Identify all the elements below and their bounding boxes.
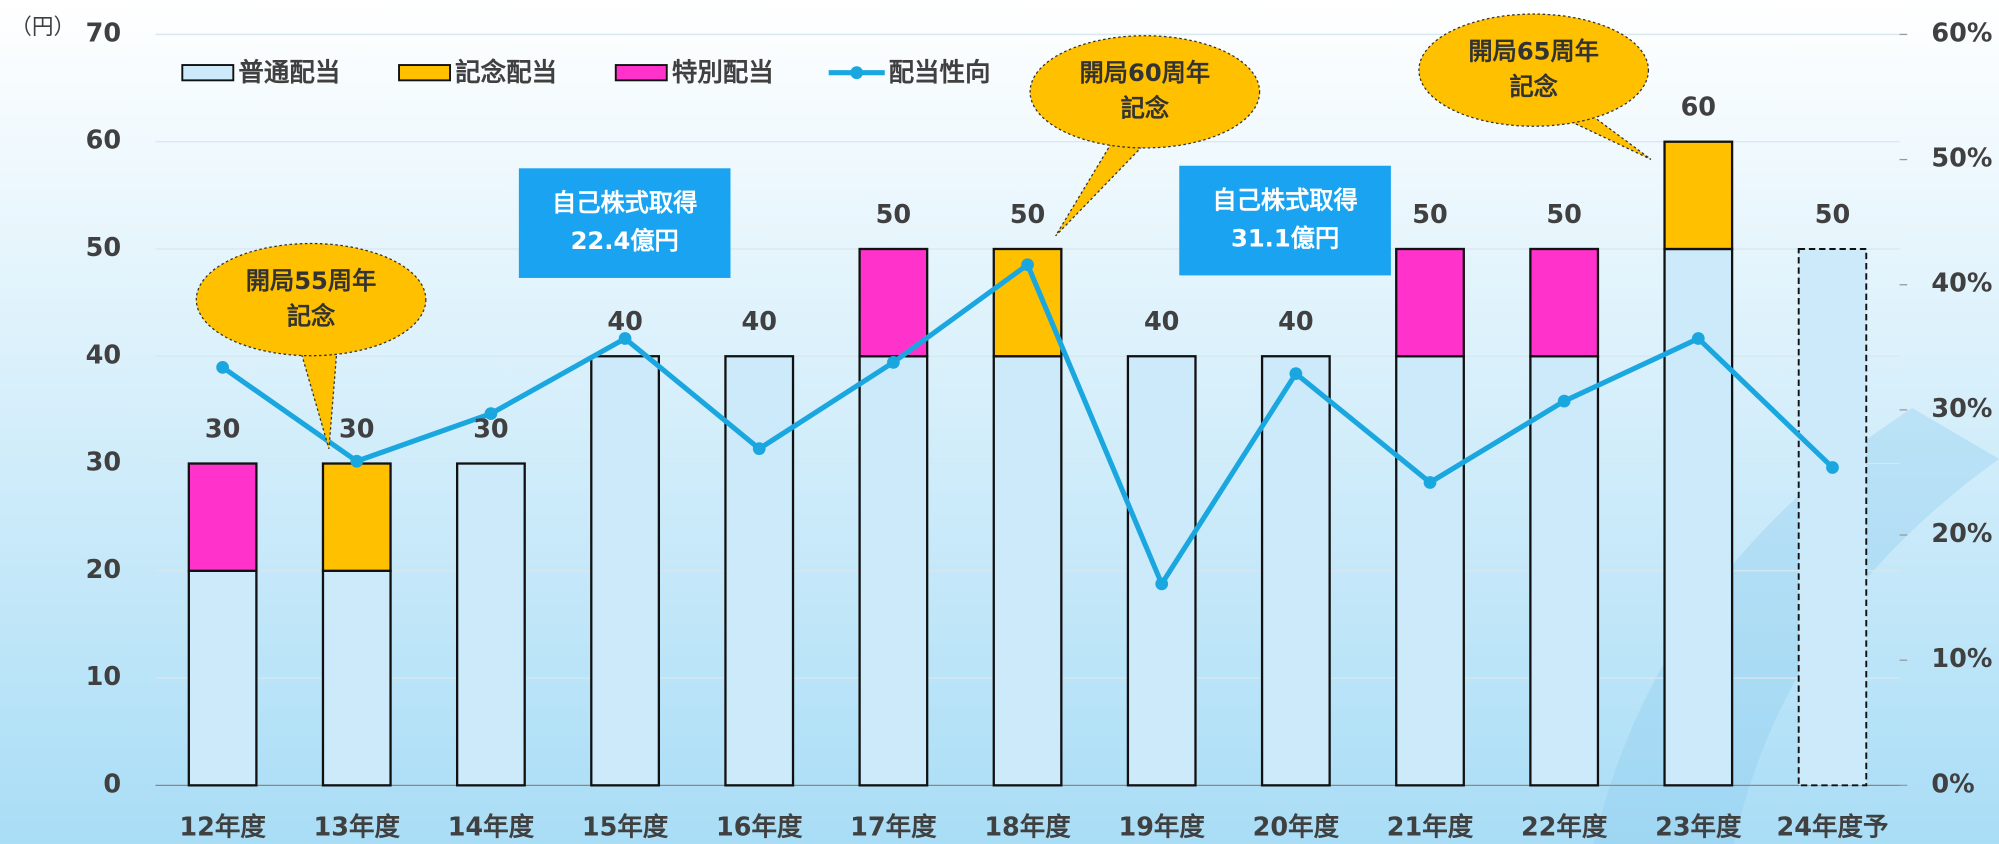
total-label: 30 <box>205 414 240 444</box>
y2-tick-label: 20% <box>1931 519 1992 549</box>
y2-tick-label: 30% <box>1931 394 1992 424</box>
box-bg <box>519 168 731 278</box>
total-label: 60 <box>1681 93 1716 123</box>
bar <box>189 464 257 571</box>
legend-swatch <box>399 65 450 80</box>
bar <box>591 356 659 785</box>
legend-label: 記念配当 <box>455 58 557 88</box>
bar <box>457 464 525 786</box>
y-tick-label: 60 <box>86 126 121 156</box>
callout-bubble <box>1030 36 1259 148</box>
y-tick-label: 0 <box>103 769 121 799</box>
x-tick-label: 23年度 <box>1655 813 1742 843</box>
y-tick-label: 40 <box>86 340 121 370</box>
x-tick-label: 24年度予 <box>1777 813 1889 843</box>
y-tick-label: 50 <box>86 233 121 263</box>
bar <box>994 356 1062 785</box>
line-point <box>887 356 900 369</box>
unit-label: （円） <box>10 15 75 40</box>
callout-bubble <box>1419 14 1648 126</box>
line-point <box>1021 258 1034 271</box>
callout-text: 記念 <box>287 302 336 330</box>
total-label: 30 <box>473 414 508 444</box>
total-label: 50 <box>1815 200 1850 230</box>
y-tick-label: 70 <box>86 18 121 48</box>
bar <box>860 356 928 785</box>
bar <box>1530 249 1598 356</box>
x-tick-label: 14年度 <box>448 813 535 843</box>
line-point <box>1826 461 1839 474</box>
box-text: 31.1億円 <box>1231 225 1339 253</box>
x-tick-label: 22年度 <box>1521 813 1608 843</box>
callout-text: 開局55周年 <box>246 267 377 295</box>
total-label: 50 <box>1546 200 1581 230</box>
total-label: 40 <box>1278 307 1313 337</box>
total-label: 50 <box>1010 200 1045 230</box>
legend-swatch <box>616 65 667 80</box>
box-text: 22.4億円 <box>571 227 679 255</box>
x-tick-label: 18年度 <box>984 813 1071 843</box>
bar <box>860 249 928 356</box>
bar <box>1665 142 1733 249</box>
line-point <box>216 361 229 374</box>
x-tick-label: 13年度 <box>314 813 401 843</box>
total-label: 40 <box>607 307 642 337</box>
bar <box>1530 356 1598 785</box>
x-tick-label: 16年度 <box>716 813 803 843</box>
legend-label: 配当性向 <box>889 58 991 88</box>
line-point <box>753 442 766 455</box>
x-tick-label: 21年度 <box>1387 813 1474 843</box>
callout-text: 開局60周年 <box>1080 59 1211 87</box>
buyback-box: 自己株式取得 31.1億円 <box>1179 166 1391 276</box>
y2-tick-label: 0% <box>1931 769 1974 799</box>
chart: （円） 0 10 20 30 40 50 60 70 0% 10% 20% 30% 40% 50% 60% 3… <box>0 0 1999 844</box>
bar <box>323 464 391 571</box>
bar <box>323 571 391 786</box>
line-point <box>350 455 363 468</box>
total-label: 50 <box>1412 200 1447 230</box>
line-point <box>1558 395 1571 408</box>
callout-text: 記念 <box>1509 73 1558 101</box>
box-text: 自己株式取得 <box>552 189 697 217</box>
box-bg <box>1179 166 1391 276</box>
legend-label: 特別配当 <box>672 58 774 88</box>
x-tick-label: 20年度 <box>1253 813 1340 843</box>
total-label: 50 <box>876 200 911 230</box>
callout-bubble <box>196 244 425 356</box>
legend-swatch <box>182 65 233 80</box>
line-point <box>1692 332 1705 345</box>
total-label: 30 <box>339 414 374 444</box>
bar <box>725 356 793 785</box>
x-tick-label: 12年度 <box>179 813 266 843</box>
bar <box>1665 249 1733 785</box>
callout-text: 記念 <box>1121 95 1170 123</box>
bar <box>1799 249 1867 785</box>
y2-tick-label: 40% <box>1931 269 1992 299</box>
line-point <box>1424 476 1437 489</box>
line-point <box>1155 577 1168 590</box>
bar <box>189 571 257 786</box>
x-tick-label: 19年度 <box>1118 813 1205 843</box>
y2-tick-label: 10% <box>1931 644 1992 674</box>
y-tick-label: 30 <box>86 448 121 478</box>
callout-text: 開局65周年 <box>1468 37 1599 65</box>
bar <box>1262 356 1330 785</box>
y2-tick-label: 50% <box>1931 144 1992 174</box>
y-tick-label: 20 <box>86 555 121 585</box>
line-point <box>1289 367 1302 380</box>
bar <box>1396 249 1464 356</box>
legend-marker <box>850 66 863 79</box>
y2-tick-label: 60% <box>1931 18 1992 48</box>
bar <box>1396 356 1464 785</box>
box-text: 自己株式取得 <box>1212 186 1357 214</box>
x-tick-label: 17年度 <box>850 813 937 843</box>
total-label: 40 <box>1144 307 1179 337</box>
bar <box>1128 356 1196 785</box>
page: {"chart_data":{"type":"bar","unit_label"… <box>0 0 1999 844</box>
total-label: 40 <box>742 307 777 337</box>
legend-label: 普通配当 <box>238 58 340 88</box>
y-tick-label: 10 <box>86 662 121 692</box>
buyback-box: 自己株式取得 22.4億円 <box>519 168 731 278</box>
x-tick-label: 15年度 <box>582 813 669 843</box>
